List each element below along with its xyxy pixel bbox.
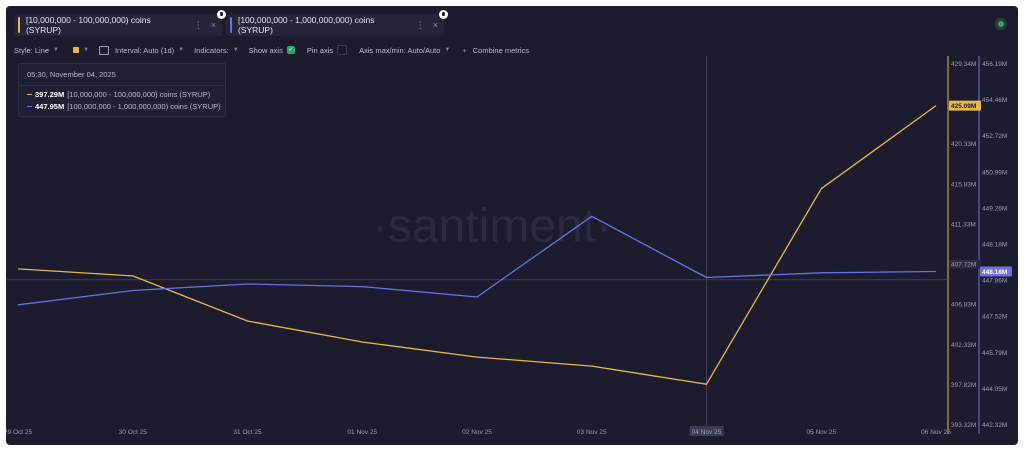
right-current-badge bbox=[980, 266, 1012, 277]
show-axis-checkbox[interactable]: ✓ bbox=[286, 46, 295, 54]
axis-maxmin-dropdown[interactable]: Axis max/min: Auto/Auto bbox=[359, 45, 441, 55]
plus-icon[interactable]: + bbox=[462, 45, 467, 55]
left-axis-tick-label: 402.33M bbox=[951, 342, 976, 349]
left-axis-tick-label: 406.83M bbox=[951, 302, 976, 309]
metric-tab-2-label: [100,000,000 - 1,000,000,000) coins (SYR… bbox=[237, 15, 375, 35]
x-axis-tick-label: 01 Nov 25 bbox=[347, 429, 377, 436]
lock-icon[interactable] bbox=[439, 10, 448, 19]
close-icon[interactable]: × bbox=[432, 20, 438, 30]
interval-dropdown[interactable]: Interval: Auto (1d) bbox=[114, 45, 175, 55]
tooltip-value-1: 397.29M bbox=[35, 90, 65, 99]
tooltip-row-1: 397.29M [10,000,000 - 100,000,000) coins… bbox=[27, 90, 210, 99]
chevron-down-icon[interactable]: ▼ bbox=[232, 47, 239, 53]
right-current-label: 448.18M bbox=[982, 269, 1007, 276]
left-axis-tick-label: 411.33M bbox=[951, 221, 976, 228]
status-indicator-icon[interactable] bbox=[998, 21, 1004, 27]
series-line-2 bbox=[17, 215, 937, 306]
left-axis-tick-label: 420.33M bbox=[951, 141, 976, 148]
tooltip-value-2: 447.95M bbox=[35, 102, 65, 111]
left-current-badge bbox=[949, 100, 981, 111]
right-axis-tick-label: 450.99M bbox=[982, 169, 1007, 176]
chart-panel: [10,000,000 - 100,000,000) coins (SYRUP)… bbox=[6, 6, 1018, 445]
x-axis-tick-label: 06 Nov 25 bbox=[921, 429, 951, 436]
x-axis-tick-label: 02 Nov 25 bbox=[462, 429, 492, 436]
chevron-down-icon[interactable]: ▼ bbox=[178, 47, 185, 53]
pin-axis-checkbox[interactable] bbox=[337, 45, 348, 55]
left-axis-tick-label: 393.32M bbox=[951, 422, 976, 429]
tooltip-name-1: [10,000,000 - 100,000,000) coins (SYRUP) bbox=[67, 90, 211, 99]
color-swatch[interactable] bbox=[72, 47, 79, 53]
series-2-marker bbox=[27, 105, 32, 108]
x-axis-tick-label: 29 Oct 25 bbox=[6, 429, 32, 436]
right-axis-tick-label: 442.32M bbox=[982, 422, 1007, 429]
chevron-down-icon[interactable]: ▼ bbox=[82, 47, 89, 53]
calendar-icon[interactable] bbox=[98, 45, 109, 55]
lock-icon[interactable] bbox=[217, 10, 226, 19]
left-crosshair-badge bbox=[949, 259, 981, 269]
left-axis-tick-label: 397.82M bbox=[951, 382, 976, 389]
chart-tooltip: 05:30, November 04, 2025 397.29M [10,000… bbox=[18, 63, 226, 117]
indicators-dropdown[interactable]: Indicators: bbox=[194, 45, 229, 55]
tooltip-divider bbox=[19, 85, 225, 86]
combine-metrics-button[interactable]: Combine metrics bbox=[472, 45, 530, 55]
x-axis-tick-label: 04 Nov 25 bbox=[692, 429, 722, 436]
style-dropdown[interactable]: Style: Line bbox=[14, 45, 50, 55]
watermark: ·santiment· bbox=[372, 200, 612, 253]
metric-tab-1-label: [10,000,000 - 100,000,000) coins (SYRUP) bbox=[25, 15, 151, 35]
metric-tab-2[interactable]: [100,000,000 - 1,000,000,000) coins (SYR… bbox=[226, 10, 448, 36]
left-axis-tick-label: 407.72M bbox=[951, 262, 976, 269]
chevron-down-icon[interactable]: ▼ bbox=[444, 47, 451, 53]
chart-svg[interactable]: ·santiment· 429.34M 425.09M 420.33M 415.83M 4… bbox=[6, 6, 1018, 445]
series-line-1 bbox=[17, 105, 937, 385]
close-icon[interactable]: × bbox=[210, 20, 216, 30]
right-axis-tick-label: 447.86M bbox=[982, 278, 1007, 285]
left-axis-tick-label: 415.83M bbox=[951, 181, 976, 188]
more-options-icon[interactable]: ⋮ bbox=[415, 19, 425, 30]
metric-tab-1-color bbox=[18, 17, 20, 33]
tooltip-name-2: [100,000,000 - 1,000,000,000) coins (SYR… bbox=[67, 102, 221, 111]
right-axis-tick-label: 444.05M bbox=[982, 386, 1007, 393]
chart-toolbar: Style: Line ▼ ▼ Interval: Auto (1d) ▼ In… bbox=[14, 43, 529, 57]
tooltip-row-2: 447.95M [100,000,000 - 1,000,000,000) co… bbox=[27, 102, 221, 111]
right-axis-tick-label: 447.52M bbox=[982, 314, 1007, 321]
x-axis-tick-label: 31 Oct 25 bbox=[233, 429, 262, 436]
x-axis-tick-label: 30 Oct 25 bbox=[119, 429, 148, 436]
right-axis-tick-label: 449.26M bbox=[982, 205, 1007, 212]
right-axis-tick-label: 456.19M bbox=[982, 61, 1007, 68]
left-axis-tick-label: 429.34M bbox=[951, 61, 976, 68]
metric-tab-2-color bbox=[230, 17, 232, 33]
right-axis-tick-label: 454.46M bbox=[982, 97, 1007, 104]
x-axis-tick-label: 03 Nov 25 bbox=[577, 429, 607, 436]
tooltip-date: 05:30, November 04, 2025 bbox=[27, 70, 116, 79]
right-axis-tick-label: 445.79M bbox=[982, 350, 1007, 357]
right-axis-tick-label: 448.18M bbox=[982, 242, 1007, 249]
x-highlight-badge bbox=[689, 426, 724, 436]
chevron-down-icon[interactable]: ▼ bbox=[53, 47, 59, 53]
more-options-icon[interactable]: ⋮ bbox=[193, 19, 203, 30]
metric-tab-1[interactable]: [10,000,000 - 100,000,000) coins (SYRUP)… bbox=[14, 10, 226, 36]
right-axis-tick-label: 452.72M bbox=[982, 133, 1007, 140]
x-axis-tick-label: 05 Nov 25 bbox=[806, 429, 836, 436]
series-1-marker bbox=[27, 93, 32, 96]
show-axis-label: Show axis bbox=[248, 45, 283, 55]
pin-axis-label: Pin axis bbox=[306, 45, 334, 55]
left-current-label: 425.09M bbox=[951, 103, 976, 110]
